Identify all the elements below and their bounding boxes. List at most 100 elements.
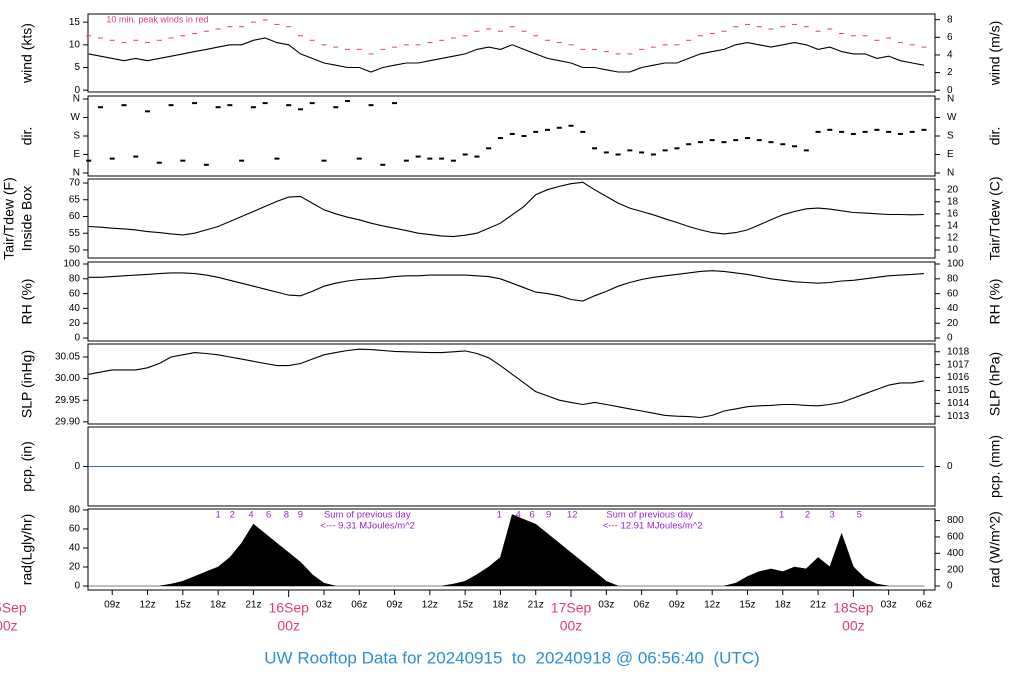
dir-point	[592, 147, 598, 150]
y-tick-label: 65	[69, 194, 81, 205]
panel-frame	[87, 95, 936, 177]
dir-point	[403, 159, 409, 162]
dir-point	[439, 157, 445, 160]
dir-point	[333, 106, 339, 109]
annotation: 1	[497, 510, 502, 521]
x-tick-label: 06z	[351, 600, 367, 611]
y2-tick-label: 8	[947, 14, 953, 25]
dir-point	[897, 132, 903, 135]
y2-tick-label: 1013	[947, 411, 970, 422]
y2-tick-label: 200	[947, 564, 964, 575]
x-major-label: 15Sep	[0, 600, 27, 616]
dir-point	[639, 151, 645, 154]
dir-point	[544, 128, 550, 131]
dir-point	[145, 110, 151, 113]
dir-point	[909, 130, 915, 133]
y-tick-label: 40	[69, 303, 81, 314]
y2-tick-label: 10	[947, 245, 959, 256]
panel-frame	[87, 261, 936, 342]
y-tick-label: N	[73, 168, 80, 179]
dir-point	[121, 104, 127, 107]
panel-frame	[87, 343, 936, 425]
dir-point	[309, 102, 315, 105]
y2-tick-label: 0	[947, 461, 953, 472]
dir-point	[603, 151, 609, 154]
y-tick-label: 55	[69, 228, 81, 239]
y2-tick-label: 16	[947, 208, 959, 219]
x-tick-label: 12z	[139, 600, 155, 611]
data-line	[88, 37, 925, 73]
x-tick-label: 18z	[492, 600, 508, 611]
dir-point	[427, 157, 433, 160]
dir-point	[874, 128, 880, 131]
annotation: 2	[230, 510, 235, 521]
annotation: 10 min. peak winds in red	[106, 14, 208, 24]
dir-point	[627, 149, 633, 152]
y-tick-label: 20	[69, 318, 81, 329]
dir-point	[474, 155, 480, 158]
annotation: 1	[779, 510, 784, 521]
y2-tick-label: 1018	[947, 346, 970, 357]
annotation: 2	[805, 510, 810, 521]
x-major-label: 17Sep	[551, 600, 592, 616]
dir-point	[286, 104, 292, 107]
y2-tick-label: N	[947, 168, 954, 179]
y-tick-label: 80	[69, 505, 81, 516]
dir-point	[862, 130, 868, 133]
dir-point	[497, 137, 503, 140]
data-line	[88, 348, 924, 419]
x-tick-label: 12z	[704, 600, 720, 611]
panel-frame	[87, 508, 936, 591]
annotation: <--- 12.91 MJoules/m^2	[603, 521, 703, 532]
annotation: 6	[266, 510, 271, 521]
dir-point	[262, 102, 268, 105]
dir-point	[215, 106, 221, 109]
y2-tick-label: 60	[947, 288, 959, 299]
x-tick-label: 21z	[528, 600, 544, 611]
y-tick-label: S	[73, 131, 80, 142]
y2-label: rad (W/m^2)	[987, 511, 1003, 588]
x-major-label: 18Sep	[833, 600, 874, 616]
y2-tick-label: 12	[947, 233, 959, 244]
dir-point	[839, 130, 845, 133]
x-tick-label: 18z	[775, 600, 791, 611]
dir-point	[744, 137, 750, 140]
dir-point	[192, 102, 198, 105]
annotation: 9	[298, 510, 303, 521]
y-label: rad(Lgly/hr)	[19, 514, 35, 586]
x-tick-label: 03z	[598, 600, 614, 611]
dir-point	[250, 106, 256, 109]
y2-label: wind (m/s)	[987, 21, 1003, 87]
dir-point	[768, 141, 774, 144]
y2-label: dir.	[987, 127, 1003, 146]
annotation: <--- 9.31 MJoules/m^2	[320, 521, 414, 532]
panel-frame	[87, 13, 936, 93]
x-tick-label: 06z	[634, 600, 650, 611]
x-tick-label: 09z	[387, 600, 403, 611]
dir-point	[450, 159, 456, 162]
x-tick-label: 03z	[881, 600, 897, 611]
panel-frame	[87, 178, 936, 259]
y2-tick-label: 0	[947, 333, 953, 344]
y2-tick-label: 100	[947, 259, 964, 270]
y2-tick-label: 1016	[947, 372, 970, 383]
y-tick-label: 50	[69, 245, 81, 256]
annotation: 8	[284, 510, 289, 521]
dir-point	[297, 108, 303, 111]
y2-tick-label: N	[947, 94, 954, 105]
dir-point	[921, 128, 927, 131]
dir-point	[721, 141, 727, 144]
y-label: Tair/Tdew (F)	[1, 177, 17, 259]
x-major-label: 16Sep	[268, 600, 309, 616]
annotation: 12	[567, 510, 578, 521]
dir-point	[109, 157, 115, 160]
dir-point	[580, 130, 586, 133]
y2-tick-label: 20	[947, 318, 959, 329]
annotation: 3	[830, 510, 835, 521]
dir-point	[392, 102, 398, 105]
y2-tick-label: 1017	[947, 359, 970, 370]
dir-point	[321, 159, 327, 162]
dir-point	[803, 149, 809, 152]
y-tick-label: 30.00	[55, 373, 80, 384]
